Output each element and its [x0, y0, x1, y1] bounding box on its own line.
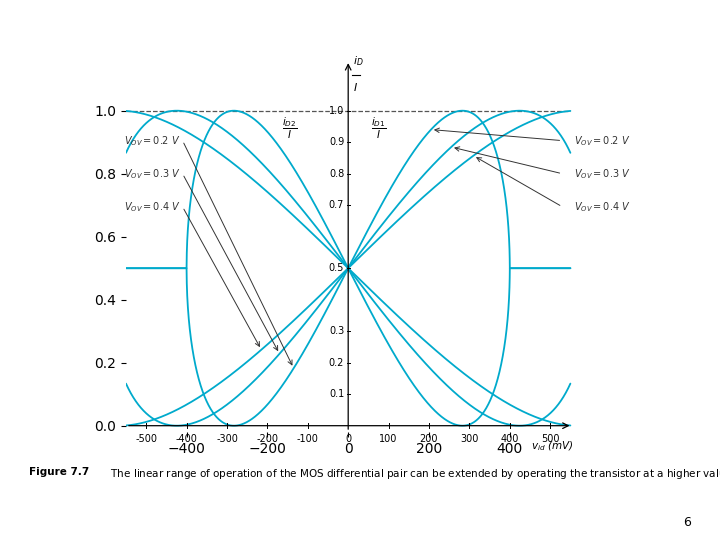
Text: Figure 7.7: Figure 7.7	[29, 467, 89, 477]
Text: $V_{OV} = 0.3$ V: $V_{OV} = 0.3$ V	[575, 167, 631, 180]
Text: 300: 300	[460, 434, 479, 443]
Text: 500: 500	[541, 434, 559, 443]
Text: $\dfrac{i_{D2}}{I}$: $\dfrac{i_{D2}}{I}$	[282, 116, 297, 140]
Text: 0.9: 0.9	[329, 137, 344, 147]
Text: 400: 400	[500, 434, 519, 443]
Text: -400: -400	[176, 434, 197, 443]
Text: -500: -500	[135, 434, 157, 443]
Text: $V_{OV} = 0.2$ V: $V_{OV} = 0.2$ V	[124, 134, 180, 147]
Text: The linear range of operation of the MOS differential pair can be extended by op: The linear range of operation of the MOS…	[104, 467, 720, 481]
Text: 1.0: 1.0	[329, 106, 344, 116]
Text: 0.2: 0.2	[329, 357, 344, 368]
Text: 6: 6	[683, 516, 691, 529]
Text: $V_{OV} = 0.3$ V: $V_{OV} = 0.3$ V	[124, 167, 181, 180]
Text: -300: -300	[216, 434, 238, 443]
Text: -200: -200	[256, 434, 279, 443]
Text: 0.5: 0.5	[329, 263, 344, 273]
Text: $V_{OV} = 0.4$ V: $V_{OV} = 0.4$ V	[124, 200, 181, 214]
Text: $\dfrac{i_{D1}}{I}$: $\dfrac{i_{D1}}{I}$	[371, 116, 386, 140]
Text: 0.7: 0.7	[329, 200, 344, 210]
Text: 0.1: 0.1	[329, 389, 344, 399]
Text: $v_{id}$ (mV): $v_{id}$ (mV)	[531, 440, 574, 454]
Text: 0.8: 0.8	[329, 168, 344, 179]
Text: $V_{OV} = 0.2$ V: $V_{OV} = 0.2$ V	[575, 134, 631, 147]
Text: 200: 200	[420, 434, 438, 443]
Text: 100: 100	[379, 434, 397, 443]
Text: 0: 0	[345, 434, 351, 443]
Text: 0.3: 0.3	[329, 326, 344, 336]
Text: $I$: $I$	[353, 81, 358, 93]
Text: $i_D$: $i_D$	[353, 55, 364, 68]
Text: $V_{OV} = 0.4$ V: $V_{OV} = 0.4$ V	[575, 200, 631, 214]
Text: -100: -100	[297, 434, 319, 443]
